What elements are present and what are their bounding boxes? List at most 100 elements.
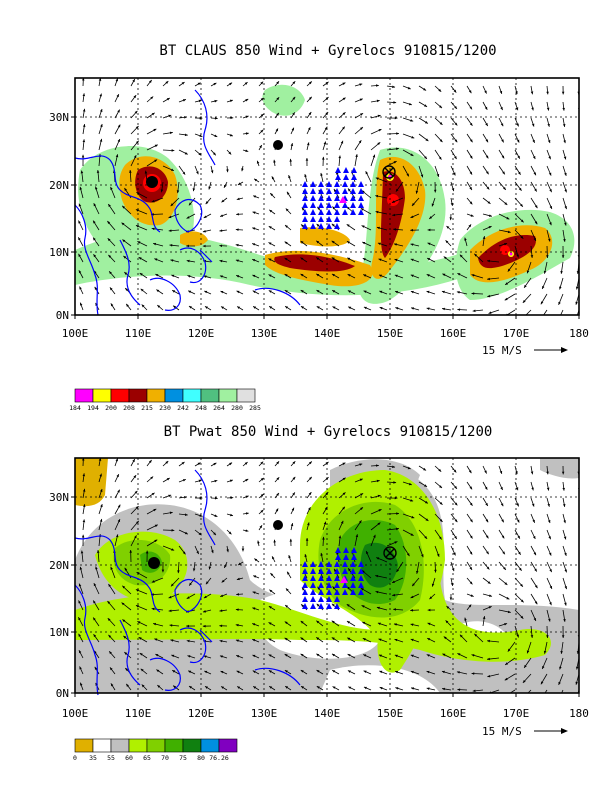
gyre-triangle — [351, 167, 357, 173]
gyre-triangle — [358, 195, 364, 201]
lon-label: 180 — [569, 327, 589, 340]
gyre-triangle — [302, 216, 308, 222]
gyre-triangle — [318, 195, 324, 201]
colorbar-swatch — [129, 739, 147, 752]
gyre-triangle — [310, 202, 316, 208]
colorbar-label: 264 — [213, 404, 225, 412]
panel-title: BT CLAUS 850 Wind + Gyrelocs 910815/1200 — [159, 43, 496, 59]
gyre-triangle — [310, 223, 316, 229]
lon-label: 130E — [251, 707, 278, 720]
colorbar-swatch — [93, 739, 111, 752]
lon-label: 110E — [125, 327, 152, 340]
colorbar-swatch — [147, 389, 165, 402]
lon-label: 170E — [503, 707, 530, 720]
colorbar-swatch — [183, 739, 201, 752]
lon-label: 170E — [503, 327, 530, 340]
gyre-triangle — [335, 167, 341, 173]
gyre-triangle — [335, 174, 341, 180]
colorbar-swatch — [237, 389, 255, 402]
lon-label: 160E — [440, 707, 467, 720]
colorbar-label: 194 — [87, 404, 99, 412]
colorbar-label: 248 — [195, 404, 207, 412]
lon-labels: 100E 110E 120E 130E 140E 150E 160E 170E 180 — [62, 693, 589, 720]
lon-label: 100E — [62, 707, 89, 720]
colorbar-swatch — [165, 389, 183, 402]
gyre-triangle — [310, 209, 316, 215]
gyre-triangle — [318, 216, 324, 222]
gyre-triangle — [302, 202, 308, 208]
panel-title: BT Pwat 850 Wind + Gyrelocs 910815/1200 — [164, 424, 493, 440]
lon-label: 140E — [314, 707, 341, 720]
colorbar-swatch — [75, 389, 93, 402]
typhoon-marker — [273, 520, 283, 530]
typhoon-marker — [148, 557, 160, 569]
lon-label: 130E — [251, 327, 278, 340]
lon-label: 150E — [377, 707, 404, 720]
lon-label: 120E — [188, 707, 215, 720]
lon-label: 150E — [377, 327, 404, 340]
gyre-triangle — [342, 181, 348, 187]
lat-label: 20N — [49, 179, 69, 192]
gyre-triangle — [342, 209, 348, 215]
colorbar-label: 0 — [73, 754, 77, 762]
gyre-triangle — [350, 188, 356, 194]
lon-label: 140E — [314, 327, 341, 340]
colorbar-label: 285 — [249, 404, 261, 412]
colorbar-label: 35 — [89, 754, 97, 762]
lon-label: 120E — [188, 327, 215, 340]
colorbar-swatch — [147, 739, 165, 752]
panel-claus: BT CLAUS 850 Wind + Gyrelocs 910815/1200 — [49, 43, 589, 412]
colorbar-label: 184 — [69, 404, 81, 412]
lon-label: 110E — [125, 707, 152, 720]
lon-label: 180 — [569, 707, 589, 720]
lat-label: 0N — [56, 309, 69, 322]
colorbar-label: 75 — [179, 754, 187, 762]
gyre-triangle — [343, 174, 349, 180]
gyre-triangle — [334, 216, 340, 222]
colorbar-label: 208 — [123, 404, 135, 412]
lat-label: 10N — [49, 626, 69, 639]
vector-scale: 15 M/S — [482, 725, 568, 738]
gyre-triangle — [351, 174, 357, 180]
gyre-triangle — [342, 188, 348, 194]
colorbar-swatch — [183, 389, 201, 402]
lat-label: 10N — [49, 246, 69, 259]
gyre-triangle — [310, 195, 316, 201]
colorbar-swatch — [165, 739, 183, 752]
typhoon-marker — [273, 140, 283, 150]
lat-label: 20N — [49, 559, 69, 572]
colorbar-swatch — [129, 389, 147, 402]
colorbar-label: 80 — [197, 754, 205, 762]
colorbar-label: 60 — [125, 754, 133, 762]
typhoon-marker — [146, 176, 158, 188]
colorbar-swatch — [75, 739, 93, 752]
gyre-triangle — [334, 195, 340, 201]
colorbar-swatch — [219, 739, 237, 752]
gyre-triangle — [350, 195, 356, 201]
colorbar-label: 65 — [143, 754, 151, 762]
lon-labels: 100E 110E 120E 130E 140E 150E 160E 170E 180 — [62, 315, 589, 340]
colorbar-swatch — [201, 739, 219, 752]
lon-label: 160E — [440, 327, 467, 340]
colorbar-label: 55 — [107, 754, 115, 762]
gyre-triangle — [318, 202, 324, 208]
colorbar-swatch — [93, 389, 111, 402]
colorbar-label: 215 — [141, 404, 153, 412]
lon-label: 100E — [62, 327, 89, 340]
gyre-triangle — [318, 209, 324, 215]
lat-label: 30N — [49, 111, 69, 124]
vector-scale-label: 15 M/S — [482, 344, 522, 357]
lat-label: 30N — [49, 491, 69, 504]
vector-scale-label: 15 M/S — [482, 725, 522, 738]
colorbar-swatch — [111, 739, 129, 752]
gyre-triangle — [302, 195, 308, 201]
colorbar-label: 76.26 — [209, 754, 229, 762]
colorbar-label: 280 — [231, 404, 243, 412]
colorbar-label: 230 — [159, 404, 171, 412]
gyre-triangle — [343, 167, 349, 173]
gyre-triangle — [358, 202, 364, 208]
